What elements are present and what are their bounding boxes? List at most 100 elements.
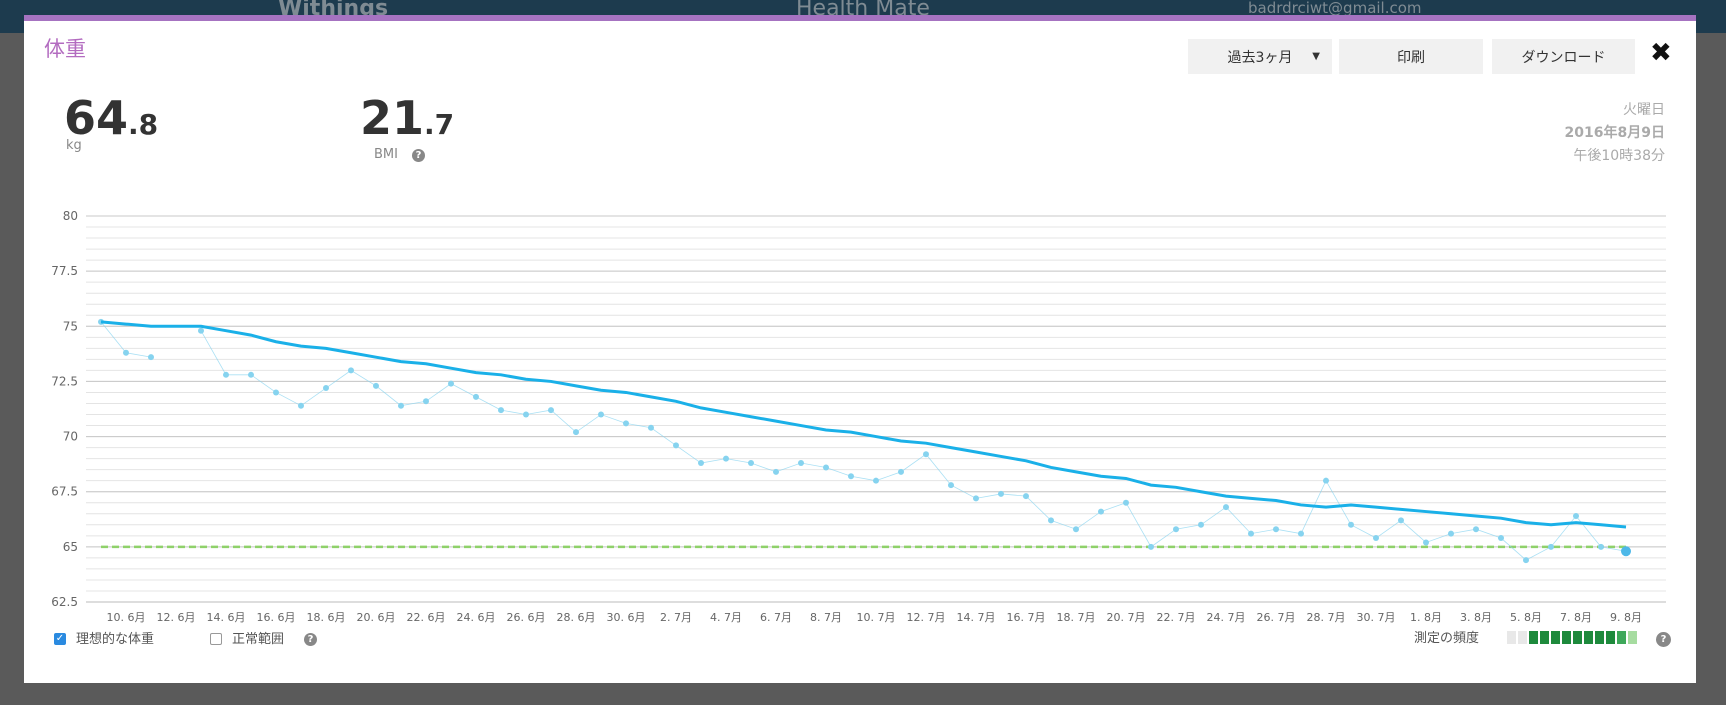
x-tick-label: 5. 8月	[1510, 611, 1542, 624]
normal-label: 正常範囲	[232, 632, 285, 647]
measurement-point	[1148, 543, 1154, 550]
x-tick-label: 10. 7月	[857, 611, 896, 624]
measurement-point	[198, 327, 204, 334]
measurement-point	[1098, 508, 1104, 515]
measurement-point	[373, 382, 379, 389]
x-tick-label: 26. 6月	[507, 611, 546, 624]
measurement-point	[798, 460, 804, 467]
measurement-point	[1273, 526, 1279, 533]
x-tick-label: 22. 7月	[1157, 611, 1196, 624]
x-tick-label: 9. 8月	[1610, 611, 1642, 624]
weight-unit: kg	[66, 138, 82, 153]
measurement-point	[448, 380, 454, 387]
x-tick-label: 18. 6月	[307, 611, 346, 624]
measurement-point	[1048, 517, 1054, 524]
x-tick-label: 6. 7月	[760, 611, 792, 624]
x-tick-label: 28. 6月	[557, 611, 596, 624]
measurement-point	[673, 442, 679, 449]
period-label: 過去3ヶ月	[1227, 49, 1293, 66]
measurement-point	[698, 460, 704, 467]
frequency-label: 測定の頻度	[1414, 631, 1480, 646]
measurement-point	[1573, 512, 1579, 519]
caret: ▼	[1312, 51, 1320, 62]
measurement-point	[1123, 499, 1129, 506]
y-tick-label: 67.5	[51, 485, 78, 499]
measurement-point	[1621, 546, 1631, 557]
x-tick-label: 10. 6月	[107, 611, 146, 624]
measurement-point	[848, 473, 854, 480]
measurement-point	[548, 407, 554, 414]
x-tick-label: 7. 8月	[1560, 611, 1592, 624]
measurement-point	[248, 371, 254, 378]
weight-integer: 64	[64, 91, 129, 145]
x-tick-label: 16. 6月	[257, 611, 296, 624]
measurement-point	[423, 398, 429, 405]
bmi-label: BMI	[374, 147, 398, 162]
x-tick-label: 24. 7月	[1207, 611, 1246, 624]
download-button[interactable]: ダウンロード	[1492, 39, 1635, 74]
x-tick-label: 8. 7月	[810, 611, 842, 624]
y-tick-label: 75	[63, 319, 78, 333]
measurement-point	[1373, 535, 1379, 542]
bmi-value: 21.7	[360, 91, 454, 145]
normal-checkbox[interactable]	[210, 633, 222, 645]
measurement-point	[1423, 539, 1429, 546]
ideal-checkbox[interactable]: ✓	[54, 633, 66, 645]
measurement-point	[298, 402, 304, 409]
frequency-bar	[1507, 631, 1637, 644]
x-tick-label: 20. 6月	[357, 611, 396, 624]
measurement-point	[1473, 526, 1479, 533]
measurement-point	[1398, 517, 1404, 524]
measurement-point	[873, 477, 879, 484]
x-tick-label: 24. 6月	[457, 611, 496, 624]
x-tick-label: 28. 7月	[1307, 611, 1346, 624]
measurement-point	[723, 455, 729, 462]
measurement-point	[273, 389, 279, 396]
frequency-help[interactable]: ?	[1656, 632, 1671, 647]
period-select[interactable]: 過去3ヶ月 ▼	[1188, 39, 1332, 74]
measurement-point	[573, 429, 579, 436]
measurement-point	[348, 367, 354, 374]
measurement-point	[323, 385, 329, 392]
measurement-point	[1498, 535, 1504, 542]
measurement-point	[648, 424, 654, 431]
measurement-point	[398, 402, 404, 409]
measurement-point	[1448, 530, 1454, 537]
ideal-label: 理想的な体重	[76, 632, 155, 647]
measurement-point	[1348, 521, 1354, 528]
date-time: 午後10時38分	[1573, 148, 1665, 164]
measurement-point	[148, 354, 154, 361]
x-tick-label: 2. 7月	[660, 611, 692, 624]
normal-help[interactable]: ?	[304, 633, 317, 646]
print-label: 印刷	[1397, 49, 1425, 66]
x-tick-label: 18. 7月	[1057, 611, 1096, 624]
y-tick-label: 62.5	[51, 595, 78, 609]
measurement-point	[523, 411, 529, 418]
measurement-point	[1073, 526, 1079, 533]
measurement-point	[998, 490, 1004, 497]
measurement-point	[1248, 530, 1254, 537]
x-tick-label: 4. 7月	[710, 611, 742, 624]
date-weekday: 火曜日	[1623, 102, 1665, 118]
x-tick-label: 1. 8月	[1410, 611, 1442, 624]
chart: 62.5 65 67.5 70 72.5 75 77.5 80 10. 6月 12. 6月 14. …	[51, 209, 1666, 624]
measurement-point	[598, 411, 604, 418]
measurement-point	[773, 468, 779, 475]
account[interactable]: badrdrciwt@gmail.com	[1248, 0, 1422, 17]
bmi-help[interactable]: ?	[412, 149, 425, 162]
print-button[interactable]: 印刷	[1339, 39, 1483, 74]
x-tick-label: 22. 6月	[407, 611, 446, 624]
modal-title: 体重	[44, 37, 86, 61]
measurement-point	[948, 482, 954, 489]
measurement-point	[223, 371, 229, 378]
bmi-integer: 21	[360, 91, 425, 145]
measurement-point	[1523, 557, 1529, 564]
measurement-point	[898, 468, 904, 475]
x-tick-label: 12. 6月	[157, 611, 196, 624]
measurement-point	[623, 420, 629, 427]
x-tick-label: 26. 7月	[1257, 611, 1296, 624]
measurement-point	[973, 495, 979, 502]
trend-line	[100, 320, 1627, 529]
close-button[interactable]: ✖	[1650, 38, 1672, 68]
